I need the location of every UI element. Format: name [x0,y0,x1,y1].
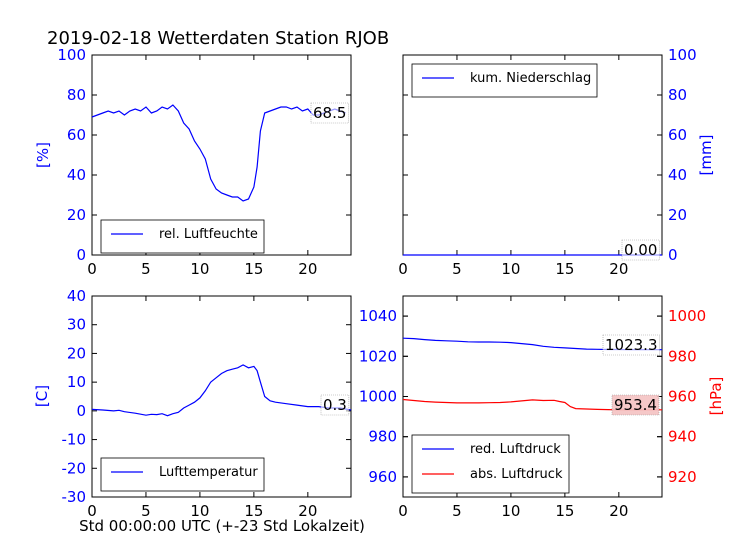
x-tick-label: 20 [609,260,628,278]
y-tick-label: 0 [76,246,86,264]
x-tick-label: 5 [141,260,151,278]
x-tick-label: 0 [87,260,97,278]
x-tick-label: 0 [87,502,97,520]
temperature-line [91,364,352,417]
legend-label: red. Luftdruck [470,442,561,457]
x-tick-label: 20 [609,502,628,520]
value-label-box [320,394,350,416]
y-tick-label: 80 [668,86,687,104]
y-tick-label: 60 [668,126,687,144]
y-axis-label: [C] [33,385,51,407]
value-label-text: 0.00 [624,241,657,259]
x-tick-label: 15 [244,502,263,520]
x-tick-label: 5 [141,502,151,520]
humidity-panel-frame [91,54,352,256]
value-label-text: 1023.3 [605,336,658,354]
x-tick-label: 10 [501,260,520,278]
last-value-label: 68.5 [310,102,349,124]
legend-label: kum. Niederschlag [470,71,591,86]
value-label-box [621,239,660,261]
y-tick-label: 40 [67,166,86,184]
y-tick-label: 1000 [359,388,397,406]
value-label-text: 68.5 [313,104,346,122]
y-axis-label: [mm] [697,135,715,176]
y-tick-label: 30 [67,316,86,334]
y-tick-label: -10 [62,431,87,449]
x-tick-label: 5 [452,260,462,278]
x-tick-label: 10 [190,260,209,278]
y-tick-label: 980 [668,347,697,365]
last-value-label: 953.4 [611,394,660,416]
y-tick-label: 0 [668,246,678,264]
y-tick-label: 40 [668,166,687,184]
x-tick-label: 15 [555,260,574,278]
value-label-box [602,334,660,356]
y-tick-label: 100 [57,46,86,64]
last-value-label: 0.00 [621,239,660,261]
x-tick-label: 20 [298,502,317,520]
y-tick-label: 1020 [359,347,397,365]
x-tick-label: 0 [398,502,408,520]
value-label-text: 953.4 [614,396,657,414]
legend-box [100,219,265,254]
legend-label: rel. Luftfeuchte [159,227,258,242]
last-value-label: 1023.3 [602,334,660,356]
value-label-text: 0.3 [323,396,347,414]
legend-box [100,457,265,492]
legend-box [411,63,598,98]
y-tick-label: 1000 [668,307,706,325]
x-tick-label: 0 [398,260,408,278]
y-tick-label: 100 [668,46,697,64]
x-tick-label: 15 [555,502,574,520]
y-tick-label: 0 [76,402,86,420]
y-tick-label: -20 [62,459,87,477]
y-tick-label: 960 [668,388,697,406]
chart-title: 2019-02-18 Wetterdaten Station RJOB [47,28,389,49]
temperature-panel-frame [91,295,352,498]
y-tick-label: 20 [67,206,86,224]
y-axis-label: [%] [34,142,52,168]
x-tick-label: 20 [298,260,317,278]
x-axis-label: Std 00:00:00 UTC (+-23 Std Lokalzeit) [79,517,365,535]
y-tick-label: 60 [67,126,86,144]
humidity-line [91,104,346,202]
x-tick-label: 10 [501,502,520,520]
last-value-label: 0.3 [320,394,350,416]
legend-label: abs. Luftdruck [470,467,563,482]
x-tick-label: 5 [452,502,462,520]
x-tick-label: 15 [244,260,263,278]
y-tick-label: 980 [368,428,397,446]
y-tick-label: 920 [668,468,697,486]
value-label-box [611,394,660,416]
y-tick-label: 1040 [359,307,397,325]
legend-label: Lufttemperatur [159,465,258,480]
y-axis-label: [hPa] [707,377,725,416]
y-tick-label: 80 [67,86,86,104]
value-label-box [310,102,349,124]
y-tick-label: 940 [668,428,697,446]
x-tick-label: 10 [190,502,209,520]
y-tick-label: 40 [67,287,86,305]
y-tick-label: -30 [62,488,87,506]
y-tick-label: 960 [368,468,397,486]
y-tick-label: 10 [67,373,86,391]
y-tick-label: 20 [67,344,86,362]
y-tick-label: 20 [668,206,687,224]
legend-box [411,434,570,494]
